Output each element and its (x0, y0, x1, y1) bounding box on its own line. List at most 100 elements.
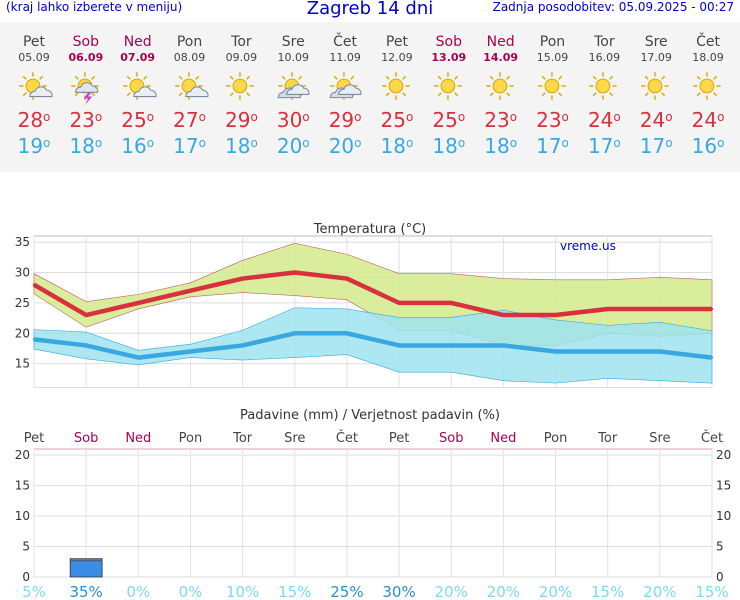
x-tick-label: Pon (544, 431, 568, 446)
data-point (450, 301, 453, 305)
min-temperature: 18o (423, 133, 475, 159)
degree-symbol: o (717, 110, 725, 124)
min-temp-value: 18 (484, 134, 510, 158)
min-temperature: 18o (60, 133, 112, 159)
degree-symbol: o (665, 136, 673, 150)
y-tick-label: 35 (15, 235, 30, 249)
data-point (137, 301, 140, 305)
data-point (241, 344, 244, 347)
day-name: Pon (176, 34, 203, 50)
day-name: Pet (22, 34, 46, 50)
x-tick-label: Sre (649, 431, 670, 446)
y-tick-label: 25 (15, 296, 30, 310)
data-point (502, 344, 505, 347)
min-temp-value: 20 (328, 134, 355, 158)
x-tick-label: Sob (439, 431, 463, 446)
day-date: 08.09 (173, 51, 206, 64)
max-temp-value: 25 (432, 108, 458, 132)
max-temperature: 24o (578, 107, 630, 133)
min-temp-value: 20 (276, 134, 303, 158)
data-point (84, 313, 88, 317)
min-temperature: 17o (527, 133, 579, 159)
temperature-chart-title: Temperatura (°C) (313, 222, 426, 237)
day-name: Čet (696, 34, 720, 50)
data-point (606, 307, 609, 311)
max-temp-value: 30 (276, 108, 303, 132)
page-title: Zagreb 14 dni (306, 0, 434, 19)
x-tick-label: Čet (701, 430, 723, 446)
min-temperature: 17o (578, 133, 630, 159)
degree-symbol: o (198, 110, 206, 124)
plot-area (33, 448, 713, 578)
y-tick-label-right: 15 (716, 479, 731, 493)
day-date: 16.09 (588, 51, 621, 64)
sun-icon (423, 67, 475, 107)
min-temperature: 16o (682, 133, 734, 159)
min-temp-value: 16 (121, 134, 147, 158)
min-temperature: 19o (8, 133, 60, 159)
day-date: 12.09 (381, 51, 413, 64)
min-temp-value: 18 (224, 134, 251, 158)
max-temp-value: 23 (484, 108, 510, 132)
data-point (397, 301, 401, 305)
data-point (32, 338, 36, 341)
sun-icon (578, 67, 630, 107)
x-tick-label: Sre (284, 431, 305, 446)
x-tick-label: Pon (179, 431, 203, 446)
day-date: 11.09 (329, 51, 361, 64)
day-name: Ned (486, 34, 515, 50)
max-temperature: 24o (682, 107, 734, 133)
max-temp-value: 28 (17, 108, 44, 132)
min-temperature: 18o (371, 133, 423, 159)
precipitation-probability: 0% (179, 583, 203, 600)
day-name: Pon (539, 34, 566, 50)
degree-symbol: o (613, 136, 621, 150)
precipitation-probability: 20% (643, 583, 676, 600)
x-tick-label: Sob (74, 431, 98, 446)
max-temp-value: 25 (380, 108, 406, 132)
data-point (293, 332, 296, 335)
precipitation-probability: 15% (695, 583, 728, 600)
min-temp-value: 18 (380, 134, 406, 158)
data-point (84, 344, 88, 347)
day-column: Ned 07.09 25o 16o (112, 22, 164, 159)
day-column: Pon 08.09 27o 17o (164, 22, 216, 159)
min-range-band (33, 307, 713, 384)
data-point (32, 283, 36, 286)
thunderstorm-icon (60, 67, 112, 107)
min-temp-value: 17 (173, 134, 199, 158)
data-point (710, 307, 714, 311)
day-name: Tor (231, 34, 252, 50)
max-temp-value: 23 (69, 108, 95, 132)
degree-symbol: o (250, 110, 258, 124)
min-temperature: 17o (164, 133, 216, 159)
day-column: Tor 09.09 29o 18o (215, 22, 267, 159)
cloudy-sun-icon (267, 67, 319, 107)
precipitation-probability: 5% (22, 583, 46, 600)
max-temp-value: 25 (121, 108, 147, 132)
y-tick-label-left: 20 (15, 448, 30, 462)
precipitation-probability: 0% (126, 583, 150, 600)
data-point (189, 289, 192, 292)
day-date: 10.09 (277, 51, 310, 64)
max-temp-value: 27 (173, 108, 199, 132)
data-point (293, 271, 296, 274)
precipitation-probability: 20% (539, 583, 572, 600)
data-point (137, 356, 140, 359)
data-point (658, 307, 662, 311)
y-tick-label-right: 5 (716, 540, 724, 554)
degree-symbol: o (354, 136, 362, 150)
day-column: Čet 11.09 29o 20o (319, 22, 371, 159)
y-tick-label-left: 10 (15, 509, 30, 523)
max-temperature: 23o (475, 107, 527, 133)
min-temperature: 17o (630, 133, 682, 159)
precipitation-probability: 20% (435, 583, 468, 600)
day-date: 17.09 (640, 51, 672, 64)
precipitation-probability: 35% (69, 583, 102, 600)
max-temp-value: 24 (639, 108, 666, 132)
degree-symbol: o (509, 110, 518, 124)
day-name: Sob (72, 34, 100, 50)
max-temperature: 29o (215, 107, 267, 133)
day-column: Sre 17.09 24o 17o (630, 22, 682, 159)
degree-symbol: o (43, 110, 51, 124)
